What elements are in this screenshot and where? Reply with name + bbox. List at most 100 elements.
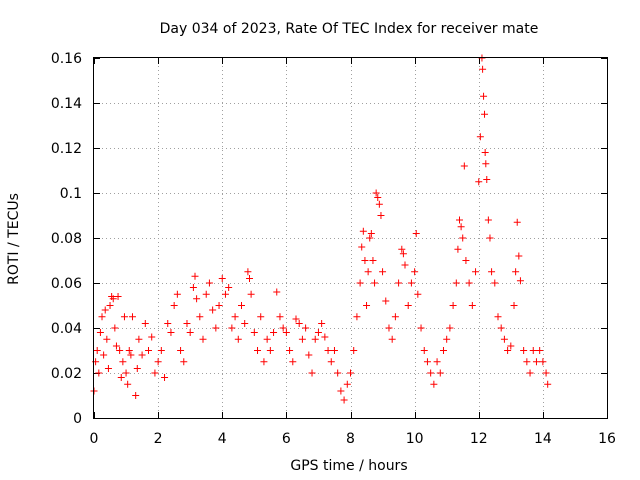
data-point xyxy=(148,333,156,341)
data-point xyxy=(311,335,319,343)
data-point xyxy=(430,380,438,388)
data-point xyxy=(170,302,178,309)
x-tick-label: 6 xyxy=(282,431,291,447)
data-point xyxy=(544,380,552,388)
x-tick-label: 12 xyxy=(470,431,488,447)
data-point xyxy=(484,216,492,224)
data-point xyxy=(101,306,109,314)
data-point xyxy=(241,320,249,327)
x-tick-label: 0 xyxy=(90,431,99,447)
data-point xyxy=(122,369,130,377)
data-point xyxy=(542,369,550,377)
data-point xyxy=(443,335,451,343)
data-point xyxy=(295,320,303,327)
x-tick-label: 2 xyxy=(154,431,163,447)
data-point xyxy=(500,335,508,343)
data-point xyxy=(526,369,534,377)
data-point xyxy=(100,351,108,359)
data-point xyxy=(314,329,322,336)
data-point xyxy=(199,335,207,343)
data-point xyxy=(476,133,484,141)
data-point xyxy=(330,347,338,354)
data-point xyxy=(482,160,490,168)
y-tick-label: 0.04 xyxy=(51,321,82,337)
data-point xyxy=(436,369,444,377)
data-point xyxy=(465,279,473,287)
data-point xyxy=(454,245,462,253)
data-point xyxy=(452,279,460,287)
data-point xyxy=(127,351,135,359)
data-point xyxy=(282,329,290,336)
data-point xyxy=(483,176,491,183)
data-point xyxy=(510,302,518,309)
data-point xyxy=(412,230,420,237)
data-point xyxy=(399,250,407,258)
data-point xyxy=(119,358,127,366)
x-tick-label: 16 xyxy=(598,431,616,447)
data-point xyxy=(366,234,374,242)
data-point xyxy=(481,110,489,118)
data-point xyxy=(103,335,111,343)
data-point xyxy=(132,392,140,399)
data-point xyxy=(205,279,213,287)
data-point xyxy=(247,290,255,298)
data-point xyxy=(228,324,236,332)
data-point xyxy=(221,290,229,298)
y-tick-label: 0 xyxy=(73,411,82,427)
data-point xyxy=(404,302,412,309)
data-point xyxy=(462,257,470,264)
data-point xyxy=(407,279,415,287)
data-point xyxy=(364,268,372,276)
data-point xyxy=(497,324,505,332)
data-point xyxy=(446,324,454,332)
data-point xyxy=(321,333,329,341)
data-point xyxy=(218,275,226,282)
data-point xyxy=(154,358,162,366)
data-point xyxy=(191,272,199,280)
data-point xyxy=(507,342,515,350)
data-point xyxy=(151,369,159,377)
data-point xyxy=(513,218,521,226)
data-point xyxy=(164,320,172,327)
data-point xyxy=(468,302,476,309)
data-point xyxy=(237,302,245,309)
data-point xyxy=(479,65,487,73)
data-point xyxy=(111,324,119,332)
data-point xyxy=(104,365,112,372)
data-point xyxy=(279,324,287,332)
data-point xyxy=(449,302,457,309)
data-point xyxy=(523,358,531,366)
data-point xyxy=(504,347,512,354)
data-point xyxy=(385,324,393,332)
data-point xyxy=(367,230,375,237)
data-point xyxy=(193,295,201,303)
data-point xyxy=(420,347,428,354)
data-point xyxy=(186,329,194,336)
y-axis-label: ROTI / TECUs xyxy=(6,193,22,285)
data-point xyxy=(539,358,547,366)
data-point xyxy=(250,329,258,336)
data-point xyxy=(157,347,165,354)
data-point xyxy=(215,302,223,309)
data-point xyxy=(358,243,366,251)
data-point xyxy=(263,335,271,343)
data-point xyxy=(96,329,104,336)
data-point xyxy=(254,347,262,354)
data-point xyxy=(411,268,419,276)
data-point xyxy=(388,335,396,343)
data-point xyxy=(298,335,306,343)
data-point xyxy=(363,302,371,309)
data-point xyxy=(183,320,191,327)
x-tick-label: 8 xyxy=(346,431,355,447)
data-point xyxy=(340,396,348,404)
data-point xyxy=(515,252,523,260)
data-point xyxy=(481,149,489,156)
y-tick-label: 0.06 xyxy=(51,276,82,292)
data-point xyxy=(372,189,380,197)
data-point xyxy=(266,347,274,354)
data-point xyxy=(308,369,316,377)
data-point xyxy=(439,347,447,354)
data-point xyxy=(356,279,364,287)
data-point xyxy=(246,275,254,282)
data-point xyxy=(145,347,153,354)
